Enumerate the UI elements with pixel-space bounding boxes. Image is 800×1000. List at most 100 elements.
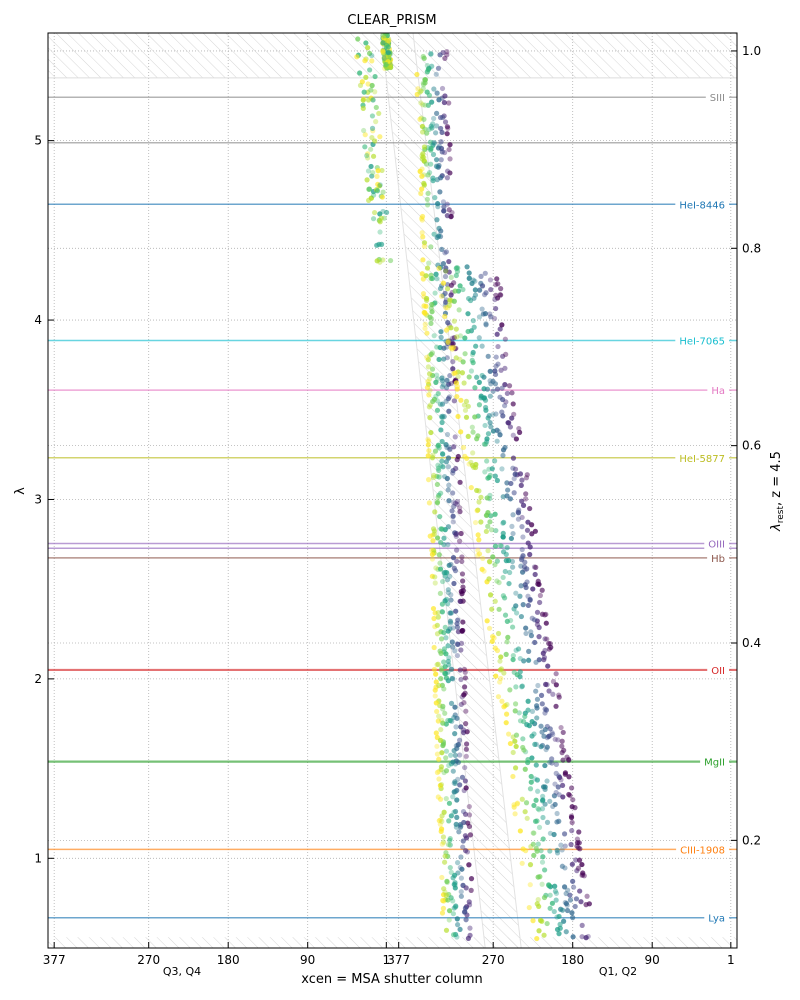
data-point — [470, 450, 476, 456]
data-point — [458, 889, 464, 895]
data-point — [432, 195, 438, 201]
data-point — [458, 640, 465, 646]
data-point — [463, 746, 469, 752]
data-point — [511, 804, 517, 810]
data-point — [434, 769, 440, 776]
emission-line-label-bg — [675, 198, 729, 211]
data-point — [570, 878, 576, 884]
data-point — [451, 932, 457, 938]
data-point — [435, 390, 441, 397]
emission-line-label-bg — [705, 91, 729, 104]
data-point — [497, 658, 503, 664]
data-point — [433, 157, 440, 163]
data-point — [563, 890, 569, 897]
data-point — [544, 778, 550, 784]
data-point — [526, 648, 532, 654]
data-point — [540, 836, 546, 842]
data-point — [534, 715, 540, 721]
data-point — [455, 413, 461, 420]
data-point — [518, 482, 524, 488]
data-point — [461, 402, 468, 408]
data-point — [476, 314, 483, 320]
data-point — [375, 168, 381, 174]
data-point — [439, 413, 446, 419]
data-point — [559, 863, 565, 869]
x-tick-label: 377 — [43, 953, 66, 967]
data-point — [429, 125, 435, 131]
data-point — [558, 724, 564, 731]
x-tick-label: 90 — [300, 953, 315, 967]
data-point — [482, 270, 488, 276]
data-point — [481, 441, 487, 447]
data-point — [531, 852, 537, 858]
data-point — [465, 433, 471, 440]
data-point — [472, 385, 478, 391]
data-point — [533, 762, 539, 768]
data-point — [417, 89, 423, 95]
data-point — [470, 429, 476, 435]
emission-line-label: Ha — [711, 386, 725, 397]
data-point — [446, 655, 452, 661]
data-point — [525, 540, 531, 546]
data-point — [489, 638, 495, 645]
x-axis-label: xcen = MSA shutter column — [301, 972, 483, 987]
data-point — [505, 420, 511, 426]
data-point — [429, 99, 435, 105]
data-point — [524, 815, 530, 821]
data-point — [445, 396, 451, 402]
data-point — [493, 363, 499, 369]
data-point — [458, 429, 464, 435]
data-point — [369, 58, 375, 64]
data-point — [494, 578, 500, 584]
data-point — [452, 808, 459, 815]
data-point — [417, 116, 423, 122]
data-point — [538, 744, 544, 750]
data-point — [433, 700, 439, 706]
data-point — [373, 104, 379, 111]
data-point — [383, 209, 390, 216]
data-point — [572, 903, 578, 910]
data-point — [428, 316, 435, 322]
data-point — [434, 234, 440, 241]
data-point — [495, 694, 502, 700]
data-point — [444, 431, 451, 438]
data-point — [463, 917, 469, 923]
data-point — [513, 603, 519, 609]
data-point — [490, 388, 496, 394]
data-point — [443, 892, 449, 898]
data-point — [499, 385, 505, 391]
data-point — [484, 495, 490, 501]
data-point — [499, 466, 505, 472]
data-point — [492, 543, 499, 549]
data-point — [461, 819, 467, 826]
data-point — [438, 125, 444, 132]
data-point — [380, 49, 386, 55]
data-point — [443, 635, 449, 641]
data-point — [432, 610, 438, 616]
data-point — [567, 897, 574, 903]
data-point — [429, 556, 436, 562]
data-point — [440, 834, 447, 840]
data-point — [497, 542, 504, 549]
data-point — [504, 390, 510, 397]
data-point — [454, 394, 460, 400]
data-point — [556, 773, 562, 779]
data-point — [438, 157, 444, 163]
data-point — [380, 189, 386, 195]
data-point — [432, 574, 438, 580]
data-point — [459, 558, 465, 565]
data-point — [443, 442, 449, 448]
data-point — [451, 444, 457, 450]
data-point — [547, 733, 553, 739]
data-point — [452, 288, 458, 294]
data-point — [446, 207, 452, 213]
data-point — [434, 708, 440, 715]
data-point — [448, 292, 454, 298]
data-point — [425, 364, 432, 370]
data-point — [494, 427, 500, 433]
data-point — [482, 311, 489, 317]
data-point — [429, 551, 436, 557]
data-point — [424, 202, 431, 208]
data-point — [525, 519, 531, 525]
data-point — [482, 469, 488, 475]
